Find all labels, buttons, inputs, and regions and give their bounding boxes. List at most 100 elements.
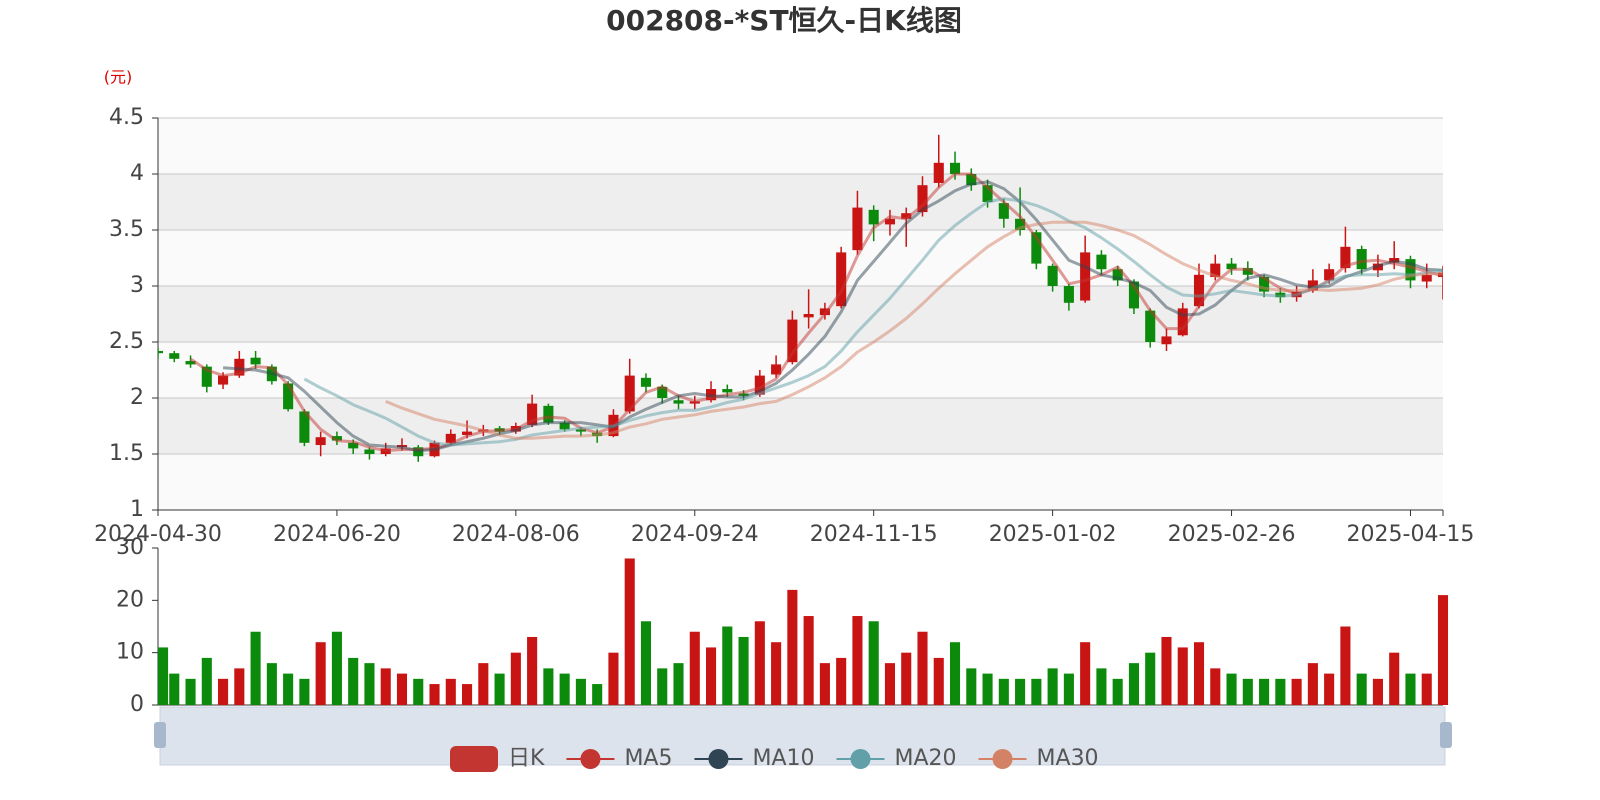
volume-bar (640, 621, 652, 705)
chart-title: 002808-*ST恒久-日K线图 (606, 4, 962, 37)
volume-bar (1063, 673, 1074, 705)
volume-bar (1307, 663, 1318, 705)
x-tick-label: 2024-08-06 (452, 522, 580, 547)
volume-bar (266, 663, 277, 705)
volume-bar (575, 678, 586, 705)
split-area (158, 230, 1443, 286)
volume-bar (445, 678, 456, 705)
volume-bar (1291, 678, 1302, 705)
volume-bar (852, 616, 863, 705)
legend-icon (850, 749, 871, 769)
volume-bar (510, 652, 521, 705)
volume-bar (754, 621, 765, 705)
y-axis-label: (元) (104, 68, 133, 87)
y-tick-label: 2 (130, 385, 144, 410)
split-area (158, 174, 1443, 230)
volume-bar (608, 652, 619, 705)
volume-bar (1437, 595, 1449, 705)
slider-track (159, 706, 1446, 766)
legend-label: MA5 (624, 746, 672, 771)
candle-body (657, 386, 668, 398)
volume-bar (1226, 673, 1237, 705)
volume-bar (1259, 678, 1270, 705)
volume-bar (868, 621, 879, 705)
volume-bar (1421, 673, 1432, 705)
candle-body (624, 375, 635, 412)
volume-bar (998, 678, 1009, 705)
candle-body (462, 431, 473, 435)
candle-body (1177, 308, 1188, 336)
candle-body (998, 203, 1009, 219)
candle-body (787, 319, 798, 363)
volume-bar (283, 673, 294, 705)
volume-bar (1389, 652, 1400, 705)
volume-bar (689, 631, 700, 705)
candle-body (933, 162, 944, 183)
candle-body (884, 218, 896, 225)
candle-body (1226, 263, 1237, 270)
candle-body (852, 207, 863, 251)
candle-body (575, 429, 586, 432)
volume-bar (1177, 647, 1188, 705)
volume-bar (1128, 663, 1139, 705)
volume-bar (884, 663, 896, 705)
volume-bar (705, 647, 717, 705)
candle-body (283, 383, 294, 410)
candle-body (868, 209, 879, 225)
slider-handle[interactable] (154, 722, 166, 748)
candle-body (218, 375, 229, 385)
y-tick-label: 20 (116, 587, 144, 612)
legend-item[interactable]: MA10 (694, 746, 815, 771)
volume-bar (917, 631, 928, 705)
x-tick-label: 2024-09-24 (631, 522, 759, 547)
candle-body (901, 213, 912, 219)
volume-bar (673, 663, 684, 705)
volume-bar (1210, 668, 1221, 705)
candle-body (722, 389, 733, 393)
candle-body (673, 400, 684, 404)
volume-bar (478, 663, 489, 705)
volume-bar (1112, 678, 1123, 705)
volume-bar (462, 684, 473, 705)
volume-bar (1356, 673, 1367, 705)
candle-body (169, 353, 180, 359)
legend-item[interactable]: MA5 (566, 746, 672, 771)
candle-body (836, 252, 847, 307)
candle-body (949, 162, 961, 174)
volume-bar (158, 647, 169, 705)
legend: 日K MA5 MA10 MA20 MA30 (450, 746, 1099, 772)
volume-bar (559, 673, 570, 705)
volume-bar (771, 642, 782, 705)
candle-body (982, 185, 993, 202)
candle-body (364, 449, 375, 454)
volume-bar (413, 678, 424, 705)
y-tick-label: 30 (116, 535, 144, 560)
volume-bar (1047, 668, 1058, 705)
legend-item[interactable]: MA30 (978, 746, 1099, 771)
slider-handle[interactable] (1440, 722, 1452, 748)
candle-body (1145, 310, 1156, 342)
y-tick-label: 10 (116, 640, 144, 665)
legend-item[interactable]: 日K (450, 746, 545, 772)
volume-bar (933, 657, 944, 705)
candle-body (1421, 274, 1432, 282)
candle-body (1063, 286, 1074, 303)
legend-item[interactable]: MA20 (836, 746, 957, 771)
candle-body (559, 422, 570, 430)
volume-bar (836, 657, 847, 705)
candle-body (1031, 232, 1042, 264)
data-zoom-slider[interactable] (154, 706, 1452, 766)
volume-bar (982, 673, 993, 705)
candle-body (1324, 269, 1335, 281)
x-tick-label: 2025-01-02 (989, 522, 1117, 547)
volume-bar (1031, 678, 1042, 705)
legend-icon (580, 749, 601, 769)
legend-icon (992, 749, 1013, 769)
volume-bar (738, 636, 749, 705)
candle-body (543, 405, 554, 423)
volume-bar (364, 663, 375, 705)
ma-line (189, 172, 1443, 453)
volume-bar (803, 616, 814, 705)
volume-bar (1275, 678, 1286, 705)
